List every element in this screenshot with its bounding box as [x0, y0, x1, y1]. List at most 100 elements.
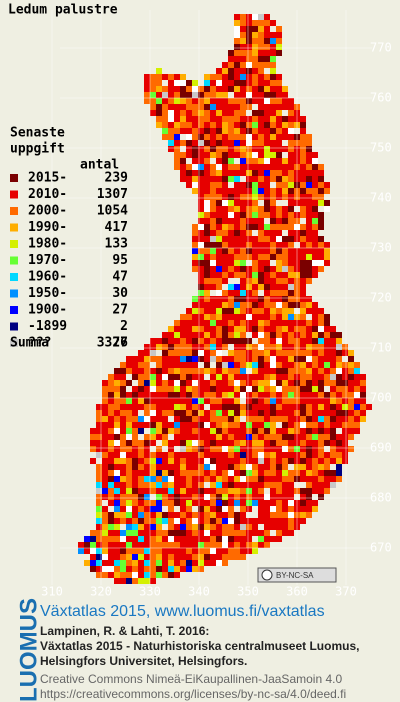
map-cell	[216, 374, 222, 380]
map-cell	[258, 296, 264, 302]
map-cell	[90, 446, 96, 452]
map-cell	[264, 146, 270, 152]
map-cell	[336, 350, 342, 356]
map-cell	[294, 164, 300, 170]
map-cell	[270, 356, 276, 362]
map-cell	[276, 398, 282, 404]
map-cell	[234, 524, 240, 530]
map-cell	[276, 350, 282, 356]
map-cell	[264, 416, 270, 422]
map-cell	[324, 452, 330, 458]
footer-link[interactable]: Växtatlas 2015, www.luomus.fi/vaxtatlas	[40, 603, 325, 620]
map-cell	[282, 260, 288, 266]
map-cell	[120, 518, 126, 524]
map-cell	[96, 542, 102, 548]
map-cell	[198, 536, 204, 542]
map-cell	[354, 380, 360, 386]
map-cell	[342, 446, 348, 452]
map-cell	[162, 494, 168, 500]
map-cell	[288, 188, 294, 194]
map-cell	[270, 98, 276, 104]
map-cell	[174, 416, 180, 422]
map-cell	[276, 158, 282, 164]
map-cell	[348, 356, 354, 362]
map-cell	[222, 434, 228, 440]
map-cell	[294, 344, 300, 350]
map-cell	[234, 14, 240, 20]
map-cell	[192, 380, 198, 386]
map-cell	[120, 494, 126, 500]
map-cell	[312, 272, 318, 278]
map-cell	[246, 458, 252, 464]
map-cell	[102, 410, 108, 416]
map-cell	[186, 98, 192, 104]
map-cell	[114, 560, 120, 566]
map-cell	[246, 146, 252, 152]
map-cell	[144, 560, 150, 566]
map-cell	[276, 260, 282, 266]
map-cell	[306, 488, 312, 494]
map-cell	[210, 188, 216, 194]
map-cell	[186, 176, 192, 182]
map-cell	[228, 254, 234, 260]
map-cell	[222, 308, 228, 314]
map-cell	[210, 200, 216, 206]
map-cell	[270, 320, 276, 326]
map-cell	[168, 116, 174, 122]
map-cell	[216, 518, 222, 524]
map-cell	[312, 194, 318, 200]
map-cell	[174, 464, 180, 470]
map-cell	[180, 344, 186, 350]
map-cell	[186, 80, 192, 86]
map-cell	[216, 524, 222, 530]
map-cell	[282, 338, 288, 344]
map-cell	[216, 362, 222, 368]
map-cell	[180, 428, 186, 434]
map-cell	[198, 128, 204, 134]
map-cell	[258, 476, 264, 482]
y-tick-label: 670	[370, 541, 392, 555]
map-cell	[276, 128, 282, 134]
map-cell	[258, 170, 264, 176]
map-cell	[264, 26, 270, 32]
map-cell	[114, 512, 120, 518]
map-cell	[204, 434, 210, 440]
map-cell	[222, 452, 228, 458]
map-cell	[246, 80, 252, 86]
map-cell	[138, 392, 144, 398]
map-cell	[228, 272, 234, 278]
map-cell	[312, 380, 318, 386]
map-cell	[108, 410, 114, 416]
map-cell	[198, 500, 204, 506]
map-cell	[228, 326, 234, 332]
map-cell	[216, 164, 222, 170]
map-cell	[168, 398, 174, 404]
map-cell	[198, 560, 204, 566]
map-cell	[294, 428, 300, 434]
map-cell	[210, 80, 216, 86]
map-cell	[162, 440, 168, 446]
map-cell	[216, 350, 222, 356]
map-cell	[96, 488, 102, 494]
map-cell	[246, 380, 252, 386]
map-cell	[168, 470, 174, 476]
map-cell	[300, 230, 306, 236]
map-cell	[258, 44, 264, 50]
map-cell	[246, 86, 252, 92]
map-cell	[192, 236, 198, 242]
map-cell	[234, 224, 240, 230]
map-cell	[126, 380, 132, 386]
map-cell	[264, 464, 270, 470]
license[interactable]: https://creativecommons.org/licenses/by-…	[40, 687, 346, 701]
map-cell	[222, 296, 228, 302]
map-cell	[282, 146, 288, 152]
map-cell	[270, 116, 276, 122]
map-cell	[240, 512, 246, 518]
map-cell	[108, 458, 114, 464]
map-cell	[228, 74, 234, 80]
map-cell	[102, 494, 108, 500]
map-cell	[330, 344, 336, 350]
map-cell	[252, 488, 258, 494]
map-cell	[228, 200, 234, 206]
